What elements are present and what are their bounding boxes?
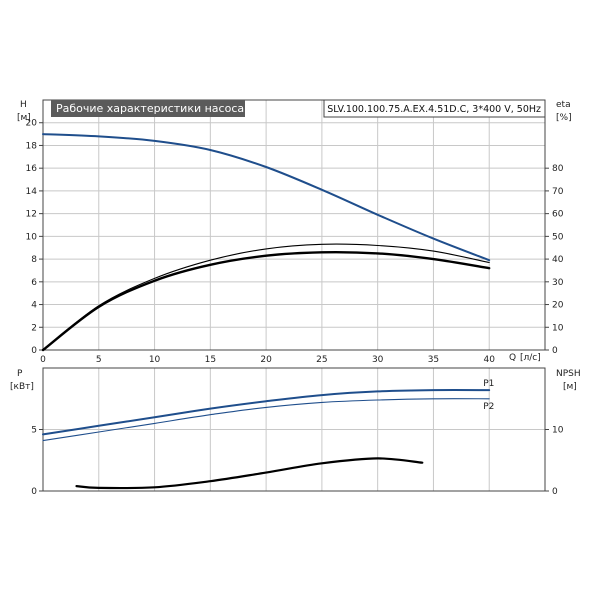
y-axis-unit-npsh: [м]: [563, 382, 577, 392]
series-label-P1: P1: [483, 379, 494, 389]
y-right-tick-label: 40: [552, 255, 564, 265]
lower-y-left-tick-label: 0: [31, 487, 37, 497]
series-line-NPSH: [75, 457, 424, 490]
chart-title-box: [51, 100, 245, 117]
model-box: [323, 99, 546, 118]
y-left-tick-label: 0: [31, 346, 37, 356]
y-right-tick-label: 30: [552, 278, 564, 288]
y-left-tick-label: 20: [26, 119, 38, 129]
series-line-H-0: [42, 133, 491, 262]
upper-series: [41, 133, 491, 352]
lower-y-left-tick-label: 5: [31, 426, 37, 436]
y-right-tick-label: 60: [552, 210, 564, 220]
y-left-tick-label: 4: [31, 301, 37, 311]
x-tick-label: 30: [372, 355, 384, 365]
series-line-P1: [42, 389, 491, 436]
y-axis-label-h: H: [20, 100, 27, 110]
upper-plot-frame: [42, 99, 546, 351]
y-left-tick-label: 16: [26, 164, 38, 174]
upper-grid: [42, 100, 545, 351]
y-axis-label-npsh: NPSH: [556, 369, 581, 379]
x-axis-unit: [л/с]: [520, 353, 541, 363]
series-label-P2: P2: [483, 402, 494, 412]
y-left-tick-label: 6: [31, 278, 37, 288]
lower-ticks: 0 5 0 10: [31, 426, 563, 498]
y-right-tick-label: 50: [552, 232, 564, 242]
x-tick-label: 25: [316, 355, 327, 365]
y-axis-label-eta: eta: [556, 100, 571, 110]
chart-title: Рабочие характеристики насоса: [56, 102, 244, 115]
x-tick-label: 20: [260, 355, 272, 365]
x-tick-label: 5: [96, 355, 102, 365]
y-left-tick-label: 14: [26, 187, 38, 197]
y-axis-unit-p: [кВт]: [10, 382, 34, 392]
y-right-tick-label: 10: [552, 323, 564, 333]
x-tick-label: 15: [205, 355, 216, 365]
y-left-tick-label: 10: [26, 232, 38, 242]
x-axis-name: Q: [509, 353, 516, 363]
series-line-eta-2: [41, 250, 491, 352]
x-tick-label: 35: [428, 355, 439, 365]
y-axis-unit-eta: [%]: [556, 113, 572, 123]
y-left-tick-label: 2: [31, 323, 37, 333]
y-axis-label-p: P: [17, 369, 23, 379]
x-tick-label: 10: [149, 355, 161, 365]
upper-ticks: 0 5 10 15 20 25 30 35 40 0 2 4 6 8 10 12 14 16 18 20 0 10 20 30…: [26, 119, 564, 365]
series-line-P2: [42, 398, 490, 442]
y-right-tick-label: 80: [552, 164, 564, 174]
y-left-tick-label: 8: [31, 255, 37, 265]
x-tick-label: 40: [483, 355, 495, 365]
y-left-tick-label: 12: [26, 210, 37, 220]
lower-y-right-tick-label: 0: [552, 487, 558, 497]
y-left-tick-label: 18: [26, 141, 38, 151]
y-right-tick-label: 0: [552, 346, 558, 356]
lower-y-right-tick-label: 10: [552, 426, 564, 436]
y-right-tick-label: 70: [552, 187, 564, 197]
pump-model-label: SLV.100.100.75.A.EX.4.51D.C, 3*400 V, 50…: [327, 104, 541, 115]
y-axis-unit-h: [м]: [17, 113, 31, 123]
x-tick-label: 0: [40, 355, 46, 365]
y-right-tick-label: 20: [552, 301, 564, 311]
lower-series: P1 P2: [42, 379, 494, 490]
